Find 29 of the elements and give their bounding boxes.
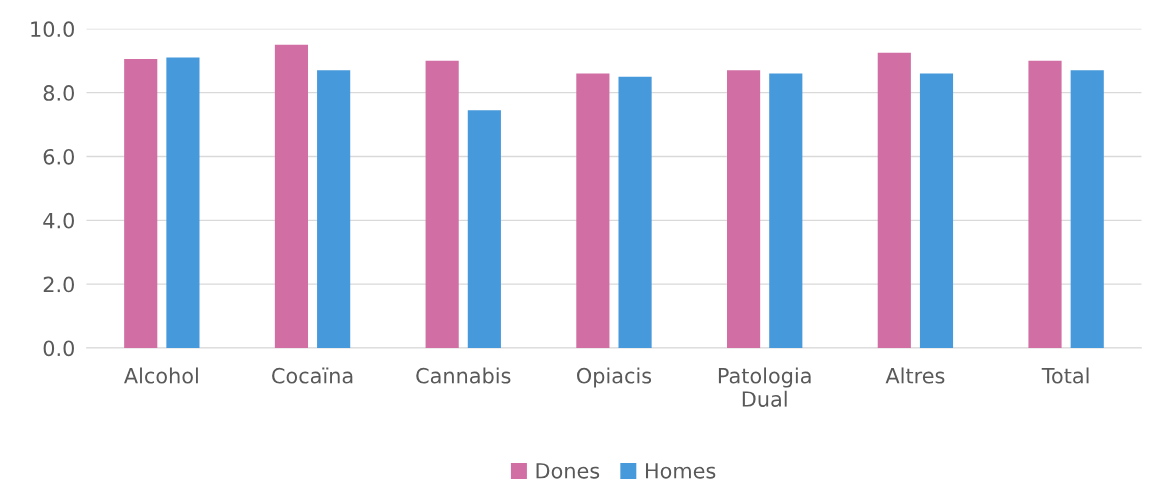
x-tick-label: Patologia Dual bbox=[718, 367, 811, 407]
bar bbox=[919, 73, 954, 348]
bar bbox=[274, 44, 309, 348]
bar bbox=[467, 110, 501, 348]
bar bbox=[618, 76, 652, 348]
x-tick-label: Alcohol bbox=[124, 367, 198, 384]
legend-label: Dones bbox=[536, 463, 600, 479]
y-tick-label: 2.0 bbox=[43, 276, 74, 293]
bar bbox=[1028, 60, 1062, 348]
bar bbox=[166, 57, 200, 348]
legend-label: Homes bbox=[645, 463, 716, 479]
x-tick-label: Altres bbox=[885, 367, 945, 384]
x-tick-label: Cannabis bbox=[416, 367, 511, 384]
bar bbox=[727, 70, 761, 348]
bar bbox=[877, 52, 911, 348]
bar bbox=[124, 59, 158, 348]
y-tick-label: 6.0 bbox=[43, 148, 74, 165]
y-tick-label: 4.0 bbox=[43, 212, 74, 229]
y-tick-label: 8.0 bbox=[43, 85, 74, 101]
bar bbox=[576, 73, 610, 348]
x-tick-label: Opiacis bbox=[577, 367, 652, 388]
bar bbox=[425, 60, 459, 348]
y-tick-label: 10.0 bbox=[31, 21, 74, 38]
x-tick-label: Total bbox=[1041, 367, 1089, 384]
bar bbox=[1070, 70, 1104, 348]
x-tick-label: Cocaïna bbox=[272, 367, 353, 384]
bar bbox=[317, 70, 351, 348]
y-tick-label: 0.0 bbox=[43, 340, 74, 357]
bar bbox=[769, 73, 803, 348]
